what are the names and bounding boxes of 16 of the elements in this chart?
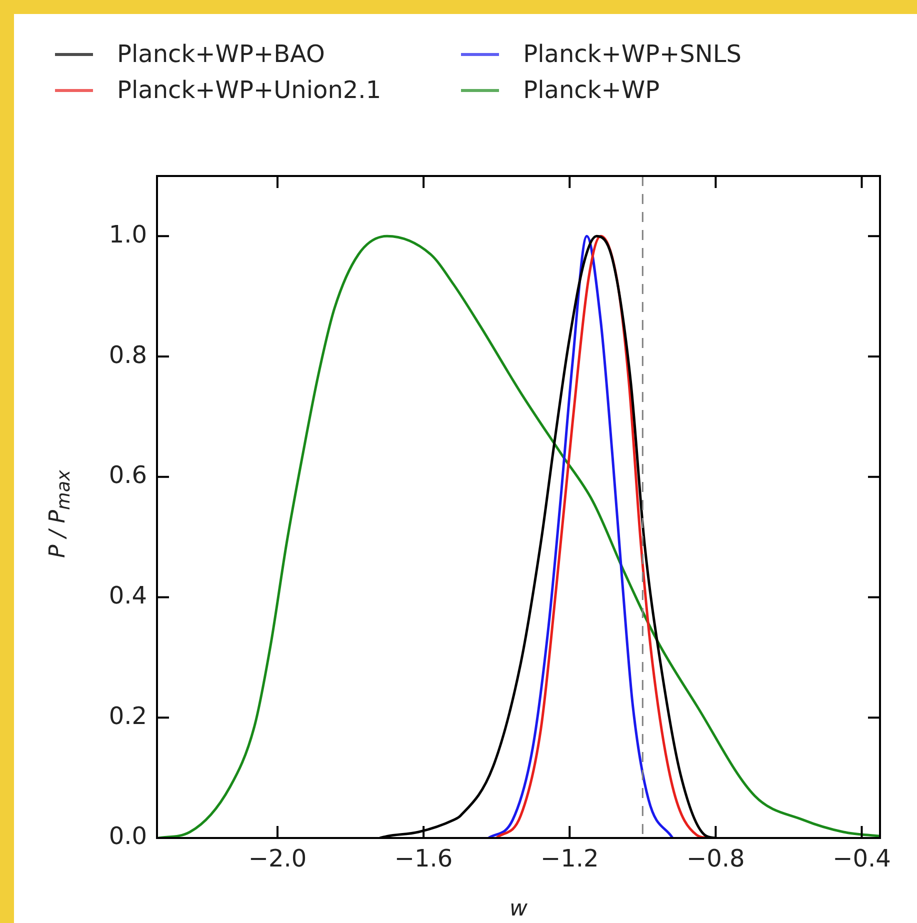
y-tick-label: 0.2 (108, 702, 147, 730)
legend-label: Planck+WP+Union2.1 (117, 76, 382, 104)
y-tick-label: 0.0 (108, 822, 147, 850)
y-tick-label: 1.0 (108, 220, 147, 248)
x-tick-label: −2.0 (248, 844, 307, 873)
x-tick-label: −1.6 (394, 844, 453, 873)
legend-label: Planck+WP+SNLS (523, 40, 742, 68)
x-axis-title: w (510, 896, 528, 922)
x-tick-label: −0.4 (832, 844, 891, 873)
legend-label: Planck+WP (523, 76, 660, 104)
y-tick-label: 0.6 (108, 461, 147, 490)
legend-label: Planck+WP+BAO (117, 40, 325, 68)
x-tick-label: −0.8 (686, 844, 745, 873)
y-tick-label: 0.8 (108, 340, 147, 369)
x-tick-label: −1.2 (540, 844, 599, 873)
y-tick-label: 0.4 (108, 582, 147, 610)
